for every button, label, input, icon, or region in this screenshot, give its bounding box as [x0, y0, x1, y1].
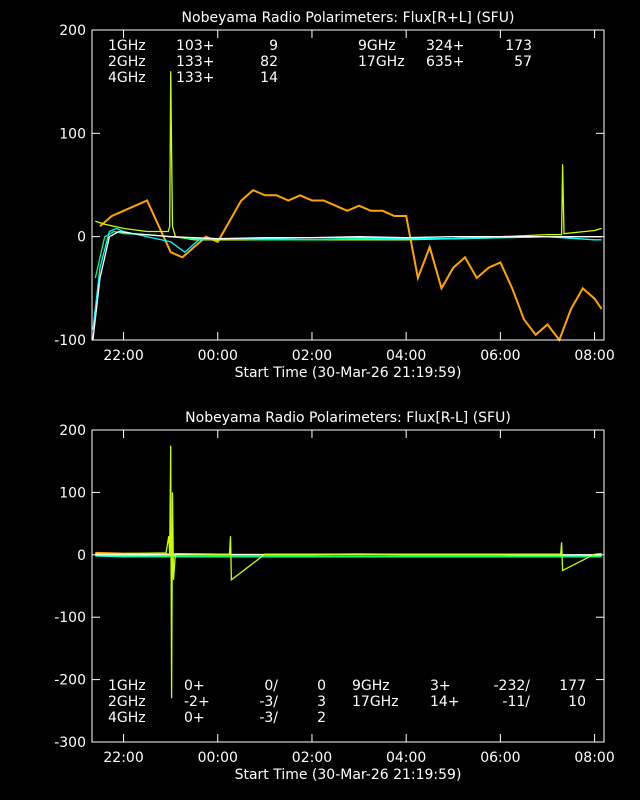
legend-value-b: 9 [269, 38, 278, 54]
legend-value-a: 324+ [426, 38, 464, 54]
legend-value-b: 82 [260, 54, 278, 70]
legend-value-a: -2+ [184, 694, 210, 710]
legend-value-a: 103+ [176, 38, 214, 54]
plot-frame [91, 29, 605, 341]
x-tick-label: 22:00 [103, 348, 143, 364]
y-tick-label: 100 [59, 485, 86, 501]
legend-label: 2GHz [108, 694, 146, 710]
series-line-4GHz [95, 554, 602, 558]
x-tick-label: 06:00 [480, 348, 520, 364]
legend-value-b: -3/ [259, 710, 278, 726]
series-line-9GHz [95, 445, 602, 699]
legend-value-c: 3 [317, 694, 326, 710]
legend-value-b: 57 [514, 54, 532, 70]
legend-value-c: 10 [568, 694, 586, 710]
legend-label: 4GHz [108, 70, 146, 86]
x-tick-label: 02:00 [292, 750, 332, 766]
legend-value-a: 0+ [184, 710, 205, 726]
legend-label: 17GHz [352, 694, 399, 710]
legend-label: 1GHz [108, 678, 146, 694]
x-tick-label: 04:00 [386, 348, 426, 364]
legend-value-b: 0/ [264, 678, 278, 694]
legend-value-a: 133+ [176, 54, 214, 70]
x-tick-label: 04:00 [386, 750, 426, 766]
y-tick-label: -200 [54, 673, 86, 689]
legend-value-c: 2 [317, 710, 326, 726]
x-tick-label: 00:00 [198, 348, 238, 364]
legend-value-b: 173 [505, 38, 532, 54]
y-tick-label: 200 [59, 423, 86, 439]
legend-label: 2GHz [108, 54, 146, 70]
y-tick-label: 100 [59, 126, 86, 142]
y-tick-label: 200 [59, 23, 86, 39]
legend-label: 9GHz [358, 38, 396, 54]
legend-label: 1GHz [108, 38, 146, 54]
series-line-9GHz [95, 71, 602, 241]
legend-label: 4GHz [108, 710, 146, 726]
y-tick-label: 0 [77, 230, 86, 246]
x-axis-label: Start Time (30-Mar-26 21:19:59) [235, 365, 462, 381]
series-line-1GHz [92, 230, 602, 341]
legend-value-a: 3+ [430, 678, 451, 694]
legend-value-b: -3/ [259, 694, 278, 710]
x-tick-label: 00:00 [198, 750, 238, 766]
plot-frame [91, 429, 605, 743]
series-line-17GHz [99, 189, 603, 343]
y-tick-label: -100 [54, 333, 86, 349]
legend-label: 9GHz [352, 678, 390, 694]
series-line-4GHz [94, 230, 602, 279]
series-line-2GHz [92, 227, 602, 330]
x-axis-label: Start Time (30-Mar-26 21:19:59) [235, 767, 462, 783]
chart-title: Nobeyama Radio Polarimeters: Flux[R+L] (… [182, 10, 515, 26]
legend-value-a: 14+ [430, 694, 460, 710]
legend-value-c: 0 [317, 678, 326, 694]
y-tick-label: -300 [54, 735, 86, 751]
y-tick-label: -100 [54, 610, 86, 626]
legend-value-a: 0+ [184, 678, 205, 694]
legend-value-a: 635+ [426, 54, 464, 70]
y-tick-label: 0 [77, 548, 86, 564]
x-tick-label: 22:00 [103, 750, 143, 766]
x-tick-label: 08:00 [574, 750, 614, 766]
legend-value-c: 177 [559, 678, 586, 694]
legend-value-b: -11/ [502, 694, 530, 710]
chart-title: Nobeyama Radio Polarimeters: Flux[R-L] (… [185, 410, 511, 426]
x-tick-label: 02:00 [292, 348, 332, 364]
legend-label: 17GHz [358, 54, 405, 70]
legend-value-b: -232/ [494, 678, 531, 694]
x-tick-label: 08:00 [574, 348, 614, 364]
legend-value-b: 14 [260, 70, 278, 86]
x-tick-label: 06:00 [480, 750, 520, 766]
legend-value-a: 133+ [176, 70, 214, 86]
